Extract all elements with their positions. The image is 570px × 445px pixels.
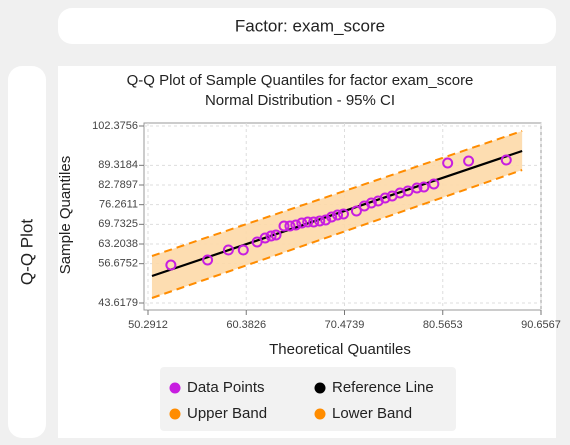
y-tick-label: 76.2611 xyxy=(99,199,138,211)
data-point xyxy=(308,216,320,228)
x-tick-label: 70.4739 xyxy=(325,319,365,331)
data-point xyxy=(365,197,377,209)
data-point xyxy=(237,244,249,256)
y-tick-label: 56.6752 xyxy=(98,258,138,270)
data-point xyxy=(332,209,344,221)
data-point xyxy=(463,155,475,167)
x-tick-label: 90.6567 xyxy=(521,319,561,331)
plot-frame xyxy=(143,122,542,311)
data-point xyxy=(411,182,423,194)
data-point xyxy=(320,214,332,226)
legend-label: Reference Line xyxy=(332,379,434,396)
data-point xyxy=(314,215,326,227)
band-line xyxy=(151,169,523,299)
header-panel xyxy=(58,8,556,44)
x-axis-label: Theoretical Quantiles xyxy=(269,341,411,358)
data-point xyxy=(290,219,302,231)
data-point xyxy=(418,181,430,193)
data-point xyxy=(337,208,349,220)
legend-label: Upper Band xyxy=(187,405,267,422)
legend-marker xyxy=(169,408,181,420)
data-point xyxy=(265,230,277,242)
data-point xyxy=(270,229,282,241)
chart-subtitle: Normal Distribution - 95% CI xyxy=(205,92,395,109)
data-point xyxy=(296,217,308,229)
data-point xyxy=(202,254,214,266)
sidebar-label: Q-Q Plot xyxy=(17,219,36,285)
data-point xyxy=(500,154,512,166)
reference-line xyxy=(151,149,523,278)
data-point xyxy=(284,220,296,232)
data-point xyxy=(428,178,440,190)
data-point xyxy=(350,205,362,217)
x-tick-label: 80.5653 xyxy=(423,319,463,331)
data-point xyxy=(278,220,290,232)
x-tick-label: 60.3826 xyxy=(226,319,266,331)
x-tick-label: 50.2912 xyxy=(128,319,168,331)
y-tick-label: 89.3184 xyxy=(98,159,138,171)
legend-marker xyxy=(314,382,326,394)
y-axis-label: Sample Quantiles xyxy=(57,156,74,274)
legend xyxy=(160,367,456,431)
chart-title: Q-Q Plot of Sample Quantiles for factor … xyxy=(127,72,474,89)
y-tick-label: 69.7325 xyxy=(98,218,138,230)
legend-label: Data Points xyxy=(187,379,265,396)
data-point xyxy=(379,192,391,204)
data-point xyxy=(302,216,314,228)
y-tick-label: 63.2038 xyxy=(98,238,138,250)
band-line xyxy=(151,130,523,257)
header-title: Factor: exam_score xyxy=(235,16,385,35)
legend-label: Lower Band xyxy=(332,405,412,422)
data-point xyxy=(326,211,338,223)
y-tick-label: 102.3756 xyxy=(92,120,138,132)
data-point xyxy=(165,259,177,271)
data-point xyxy=(259,232,271,244)
y-tick-label: 82.7897 xyxy=(98,179,138,191)
y-tick-label: 43.6179 xyxy=(98,297,138,309)
legend-marker xyxy=(169,382,181,394)
sidebar-panel xyxy=(8,66,46,438)
data-point xyxy=(442,157,454,169)
legend-marker xyxy=(314,408,326,420)
data-point xyxy=(222,244,234,256)
